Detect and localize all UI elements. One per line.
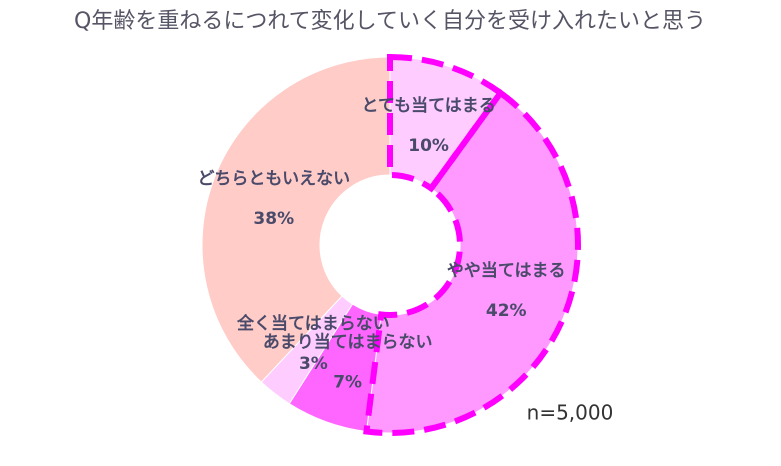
chart-title: Q年齢を重ねるにつれて変化していく自分を受け入れたいと思う: [74, 9, 706, 34]
slice-value: 10%: [408, 136, 449, 156]
slice-value: 38%: [253, 209, 294, 229]
sample-size: n=5,000: [527, 401, 614, 425]
slice-label: 全く当てはまらない: [236, 313, 390, 334]
slice-value: 7%: [333, 373, 362, 393]
slice-label: やや当てはまる: [447, 260, 566, 281]
slice-label: どちらともいえない: [197, 169, 350, 189]
slice-value: 42%: [486, 301, 527, 321]
slice-label: あまり当てはまらない: [263, 332, 433, 353]
slice-value: 3%: [299, 354, 328, 374]
slice: [201, 56, 391, 383]
slice-label: とても当てはまる: [361, 95, 495, 116]
highlight-outline: [363, 88, 581, 436]
